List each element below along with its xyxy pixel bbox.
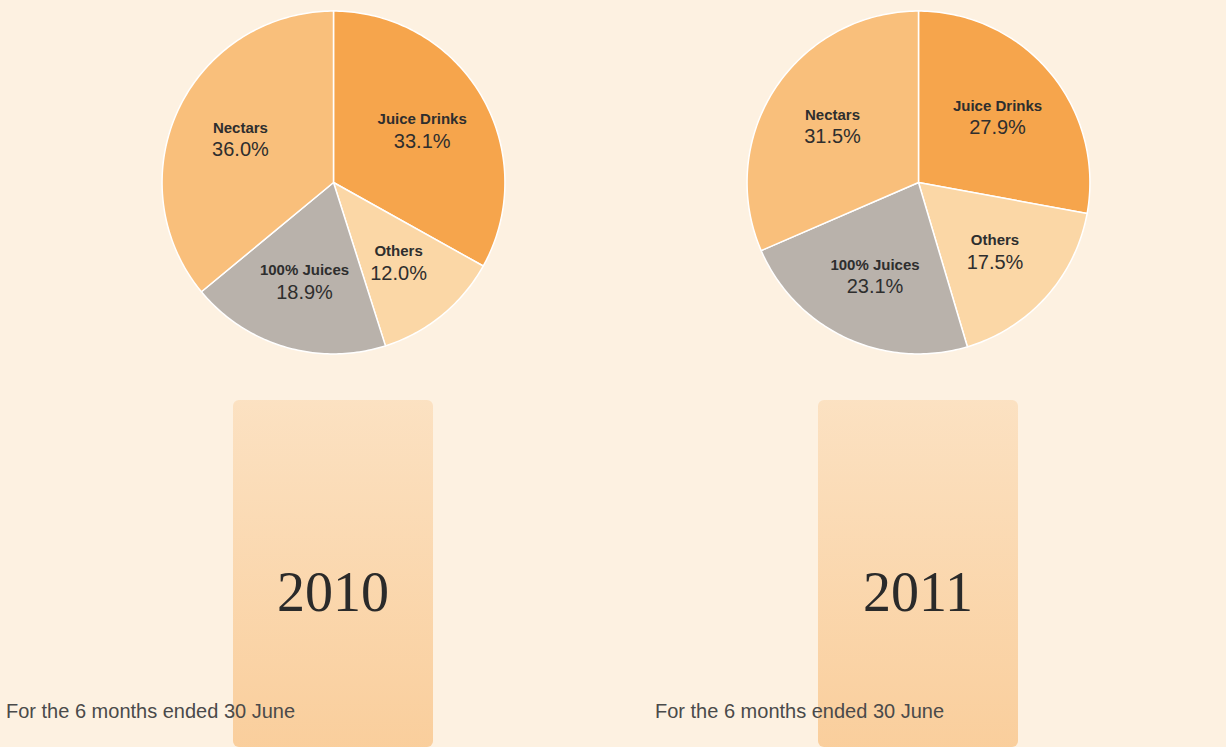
svg-text:23.1%: 23.1%	[847, 275, 904, 297]
svg-text:Others: Others	[971, 231, 1019, 248]
svg-text:31.5%: 31.5%	[804, 125, 861, 147]
html-text:For the 6 months ended 30 June: For the 6 months ended 30 June	[6, 700, 296, 722]
svg-text:27.9%: 27.9%	[969, 116, 1026, 138]
html-text:2011: 2011	[863, 561, 973, 623]
svg-text:Juice Drinks: Juice Drinks	[378, 110, 467, 127]
svg-text:36.0%: 36.0%	[212, 138, 269, 160]
svg-text:18.9%: 18.9%	[276, 281, 333, 303]
svg-text:100% Juices: 100% Juices	[830, 256, 919, 273]
svg-text:100% Juices: 100% Juices	[260, 261, 349, 278]
html-text:For the 6 months ended 30 June: For the 6 months ended 30 June	[655, 700, 945, 722]
svg-text:Nectars: Nectars	[213, 119, 268, 136]
svg-text:Others: Others	[374, 242, 422, 259]
svg-text:33.1%: 33.1%	[394, 130, 451, 152]
html-text:2010: 2010	[277, 561, 389, 623]
svg-text:17.5%: 17.5%	[967, 251, 1024, 273]
svg-text:12.0%: 12.0%	[370, 262, 427, 284]
svg-text:Juice Drinks: Juice Drinks	[953, 96, 1042, 113]
svg-text:Nectars: Nectars	[805, 106, 860, 123]
